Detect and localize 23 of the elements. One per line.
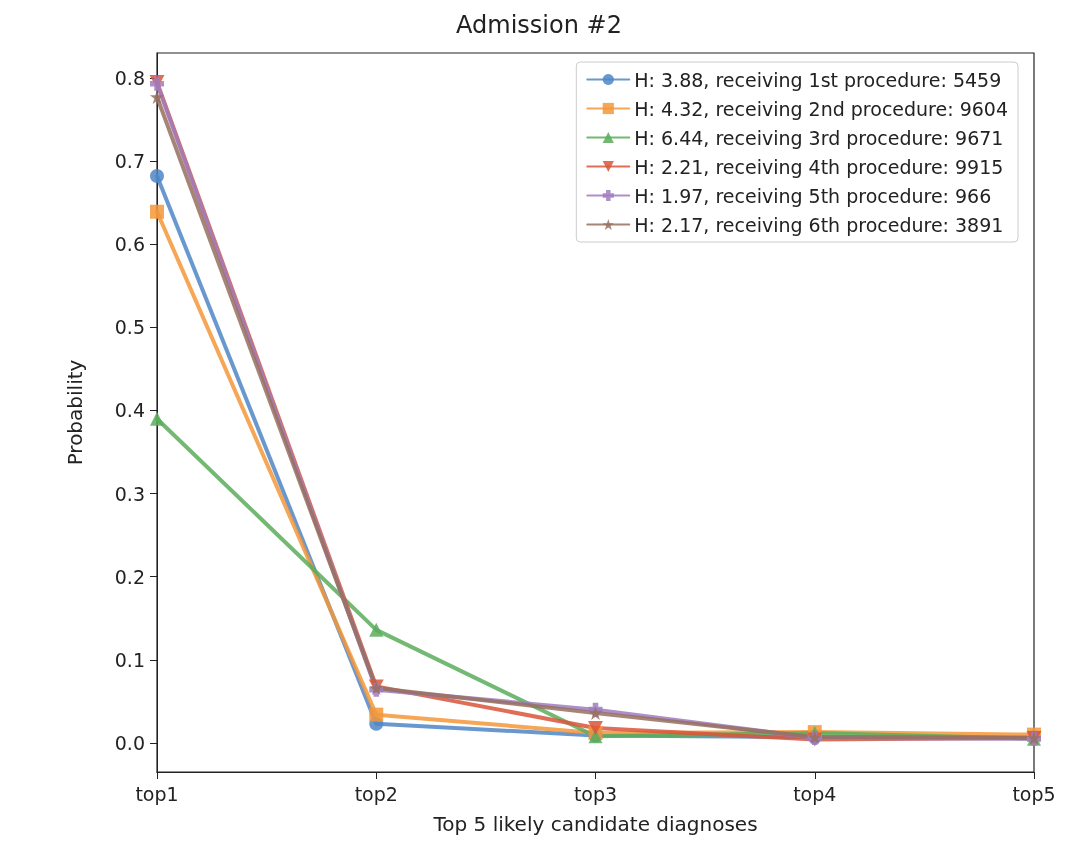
x-tick-label: top5 (1012, 782, 1056, 805)
chart-title: Admission #2 (456, 11, 622, 39)
y-tick-label: 0.1 (114, 648, 145, 671)
legend-label: H: 2.17, receiving 6th procedure: 3891 (634, 213, 1004, 236)
x-tick-label: top3 (573, 782, 618, 805)
legend-label: H: 2.21, receiving 4th procedure: 9915 (634, 155, 1004, 178)
y-tick-label: 0.2 (114, 565, 145, 588)
legend-label: H: 6.44, receiving 3rd procedure: 9671 (634, 126, 1004, 149)
y-tick-label: 0.5 (114, 316, 145, 339)
legend-label: H: 3.88, receiving 1st procedure: 5459 (634, 68, 1002, 91)
legend-label: H: 4.32, receiving 2nd procedure: 9604 (634, 97, 1008, 120)
x-tick-label: top2 (354, 782, 398, 805)
legend-label: H: 1.97, receiving 5th procedure: 966 (634, 184, 992, 207)
y-tick-label: 0.4 (114, 399, 145, 422)
x-tick-label: top4 (793, 782, 837, 805)
x-tick-label: top1 (135, 782, 179, 805)
y-tick-label: 0.3 (114, 482, 145, 505)
x-axis-title: Top 5 likely candidate diagnoses (432, 812, 758, 836)
y-tick-label: 0.0 (114, 731, 145, 754)
y-axis-title: Probability (63, 359, 87, 466)
y-tick-label: 0.6 (114, 233, 145, 256)
y-tick-label: 0.7 (114, 150, 145, 173)
y-tick-label: 0.8 (114, 66, 145, 89)
